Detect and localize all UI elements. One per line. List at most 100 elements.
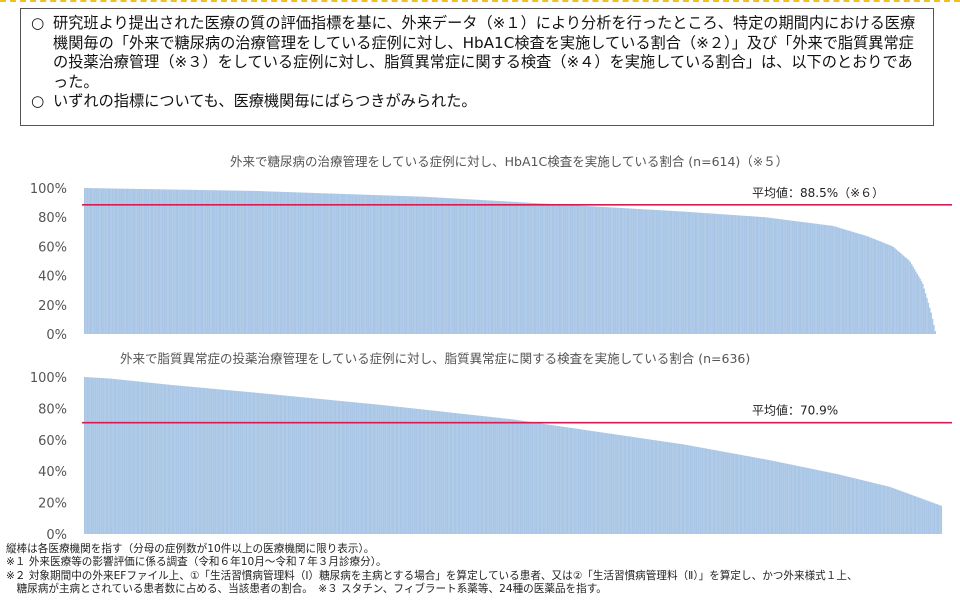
bar (934, 331, 937, 334)
bar (679, 211, 681, 334)
bar (489, 200, 491, 334)
bar (421, 409, 423, 534)
bar (862, 480, 864, 534)
bar (413, 408, 415, 534)
bar (251, 392, 253, 534)
bar (592, 431, 594, 534)
bar (263, 191, 265, 334)
bar (417, 408, 419, 534)
bar (883, 242, 885, 334)
bar (382, 195, 384, 334)
bar (423, 196, 426, 334)
bar (255, 392, 257, 534)
bar (368, 403, 371, 534)
bar (775, 218, 777, 334)
bar (747, 456, 750, 534)
bar (726, 214, 728, 334)
bar (896, 489, 898, 534)
bar (497, 200, 499, 334)
bar (915, 271, 917, 334)
bar (611, 433, 613, 534)
bar (328, 399, 330, 534)
bar (182, 386, 184, 534)
bar (872, 238, 874, 334)
bar (666, 210, 669, 334)
bar (909, 494, 911, 534)
bar (558, 426, 561, 534)
bar (261, 191, 264, 334)
bar (789, 464, 791, 534)
bar (267, 393, 269, 534)
bar (551, 204, 554, 334)
bar (297, 192, 300, 334)
bar (186, 386, 188, 534)
bar (499, 417, 501, 534)
bar (585, 430, 588, 534)
bar (627, 436, 630, 534)
bar (163, 384, 165, 534)
bar (292, 192, 294, 334)
bar (804, 222, 806, 334)
bar (392, 195, 394, 334)
bar (793, 465, 795, 534)
bar (227, 390, 229, 534)
bar (584, 205, 587, 334)
bar (432, 410, 434, 534)
bar (929, 307, 931, 334)
bar (460, 413, 462, 534)
bar (432, 197, 434, 334)
bar (615, 434, 617, 534)
bar (622, 208, 624, 334)
bar (120, 188, 122, 334)
bar (620, 435, 623, 534)
bar (428, 196, 430, 334)
bar (89, 188, 91, 334)
bar (523, 421, 526, 534)
bar (383, 405, 385, 534)
bar (549, 424, 551, 534)
bar (664, 210, 666, 334)
bar (758, 458, 760, 534)
bar (435, 197, 437, 334)
bar (103, 188, 105, 334)
bar (259, 393, 261, 534)
bar (476, 415, 478, 534)
bar (885, 485, 887, 534)
bar (855, 232, 857, 334)
bar (638, 437, 640, 534)
bar (279, 395, 281, 534)
footnote: ※１ 外来医療等の影響評価に係る調査（令和６年10月～令和７年３月診療分）。 (6, 556, 387, 569)
bar (755, 216, 758, 334)
bar (501, 201, 504, 334)
bar (168, 384, 171, 534)
bar (912, 495, 914, 534)
bar (294, 192, 297, 334)
bar (606, 433, 608, 534)
bar (342, 193, 344, 334)
bar (471, 414, 473, 534)
bar (325, 399, 327, 534)
bar (880, 241, 882, 334)
bar (282, 191, 284, 334)
y-tick-label: 100% (30, 371, 67, 386)
bar (215, 190, 218, 334)
bar (516, 202, 519, 334)
bar (276, 394, 279, 534)
bar (473, 199, 476, 334)
bar (653, 440, 655, 534)
bar (708, 449, 710, 534)
bar (518, 420, 520, 534)
bar (614, 434, 616, 534)
bar (733, 215, 735, 334)
bar (611, 207, 613, 334)
bar (700, 447, 702, 534)
bar (626, 208, 628, 334)
bar (506, 418, 508, 534)
bar (282, 395, 284, 534)
bar (211, 190, 214, 334)
bar (681, 444, 684, 534)
bar (823, 224, 826, 334)
bar (201, 387, 203, 534)
bar (852, 232, 855, 334)
bar (695, 446, 697, 534)
